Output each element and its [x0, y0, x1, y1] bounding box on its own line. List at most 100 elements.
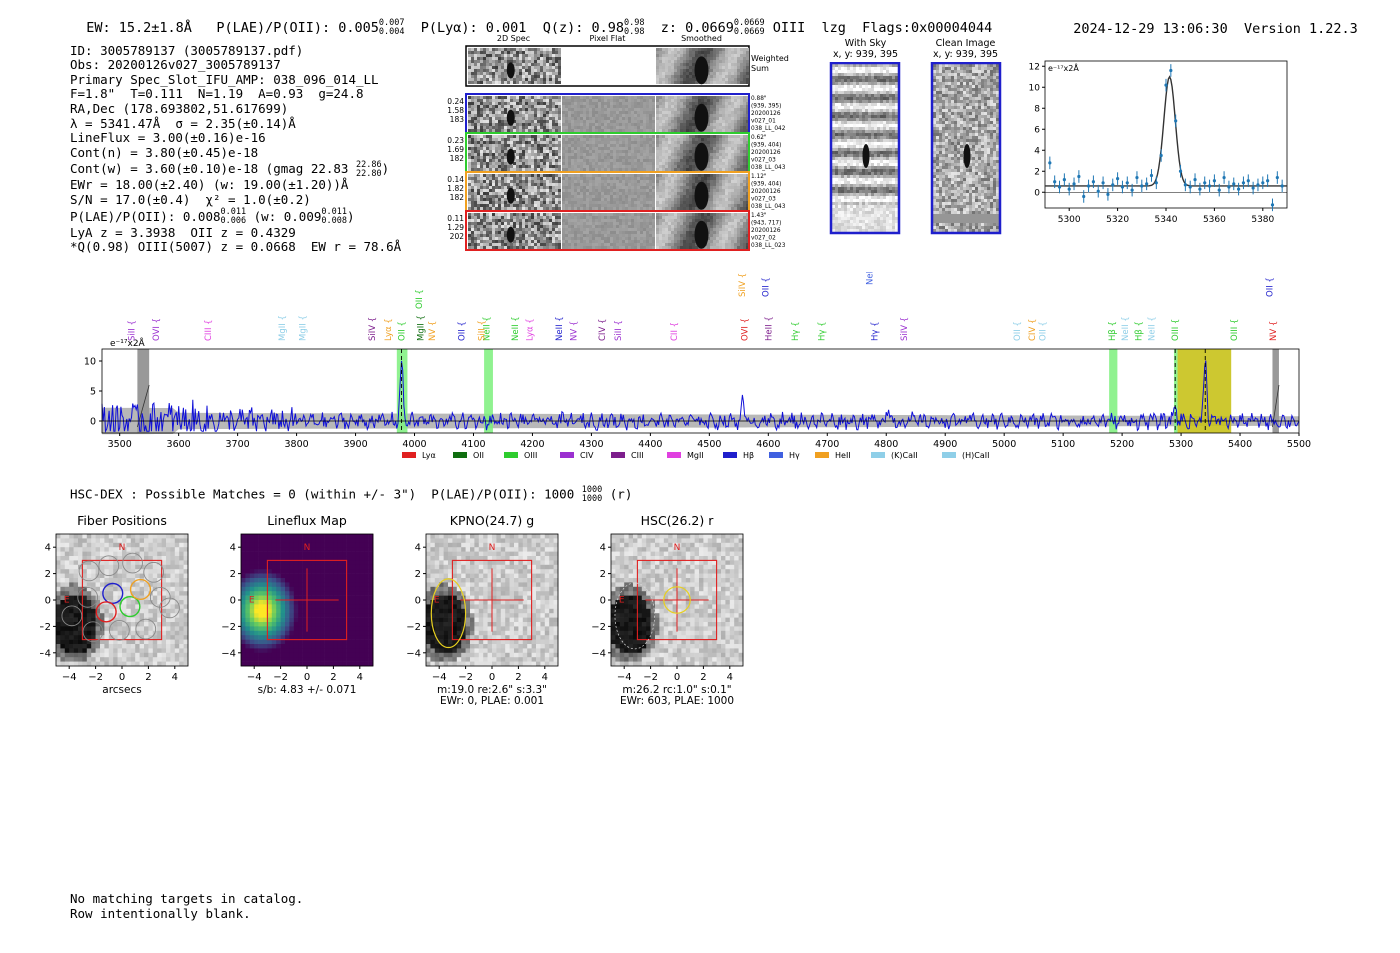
pixel: [665, 69, 668, 72]
pixel: [689, 156, 692, 159]
pixel: [474, 177, 477, 180]
info-obs: Obs: 20200126v027_3005789137: [70, 57, 281, 73]
pixel: [634, 57, 637, 60]
pixel: [622, 138, 625, 141]
pixel: [549, 213, 552, 216]
pixel: [495, 78, 498, 81]
pixel: [607, 66, 610, 69]
pixel: [516, 111, 519, 114]
pixel: [677, 111, 680, 114]
pixel: [619, 192, 622, 195]
pixel: [722, 159, 725, 162]
pixel: [534, 183, 537, 186]
pixel: [731, 168, 734, 171]
pixel: [683, 135, 686, 138]
pixel: [628, 177, 631, 180]
pixel: [543, 108, 546, 111]
pixel: [674, 102, 677, 105]
pixel: [704, 96, 707, 99]
pixel: [513, 237, 516, 240]
pixel: [522, 174, 525, 177]
info-ewr: EWr = 18.00(±2.40) (w: 19.00(±1.20))Å: [70, 177, 349, 193]
pixel: [610, 141, 613, 144]
pixel: [707, 60, 710, 63]
pixel: [680, 180, 683, 183]
pixel: [555, 144, 558, 147]
pixel: [580, 48, 583, 51]
pixel: [495, 222, 498, 225]
pixel: [546, 141, 549, 144]
pixel: [734, 63, 737, 66]
pixel: [540, 108, 543, 111]
pixel: [665, 48, 668, 51]
pixel: [477, 99, 480, 102]
pixel: [552, 51, 555, 54]
pixel: [489, 237, 492, 240]
pixel: [577, 165, 580, 168]
pixel: [722, 144, 725, 147]
pixel: [649, 102, 652, 105]
pixel: [577, 201, 580, 204]
pixel: [480, 69, 483, 72]
pixel: [628, 183, 631, 186]
pixel: [589, 198, 592, 201]
pixel: [583, 153, 586, 156]
pixel: [577, 180, 580, 183]
pixel: [607, 144, 610, 147]
pixel: [619, 186, 622, 189]
pixel: [471, 114, 474, 117]
pixel: [737, 69, 740, 72]
pixel: [525, 192, 528, 195]
pixel: [568, 123, 571, 126]
pixel: [622, 111, 625, 114]
pixel: [568, 135, 571, 138]
pixel: [616, 126, 619, 129]
pixel: [737, 75, 740, 78]
pixel: [571, 192, 574, 195]
pixel: [704, 99, 707, 102]
pixel: [634, 204, 637, 207]
pixel: [656, 147, 659, 150]
pixel: [586, 141, 589, 144]
pixel: [662, 99, 665, 102]
pixel: [662, 159, 665, 162]
pixel: [680, 54, 683, 57]
pixel: [734, 159, 737, 162]
pixel: [746, 204, 749, 207]
pixel: [565, 51, 568, 54]
pixel: [665, 81, 668, 84]
pixel: [516, 135, 519, 138]
pixel: [589, 180, 592, 183]
pixel: [528, 192, 531, 195]
pixel: [616, 57, 619, 60]
pixel: [619, 63, 622, 66]
pixel: [728, 75, 731, 78]
pixel: [555, 105, 558, 108]
pixel: [558, 63, 561, 66]
pixel: [531, 165, 534, 168]
pixel: [659, 204, 662, 207]
pixel: [595, 168, 598, 171]
pixel: [516, 192, 519, 195]
pixel: [571, 201, 574, 204]
pixel: [613, 63, 616, 66]
pixel: [601, 96, 604, 99]
pixel: [468, 78, 471, 81]
pixel: [504, 192, 507, 195]
pixel: [571, 234, 574, 237]
pixel: [565, 81, 568, 84]
pixel: [504, 72, 507, 75]
pixel: [625, 75, 628, 78]
pixel: [546, 192, 549, 195]
pixel: [522, 111, 525, 114]
pixel: [613, 105, 616, 108]
pixel: [565, 48, 568, 51]
pixel: [531, 183, 534, 186]
pixel: [722, 66, 725, 69]
pixel: [716, 51, 719, 54]
pixel: [716, 162, 719, 165]
pixel: [731, 66, 734, 69]
fiber-left-stat: 1.58: [447, 106, 464, 115]
pixel: [495, 174, 498, 177]
pixel: [674, 207, 677, 210]
